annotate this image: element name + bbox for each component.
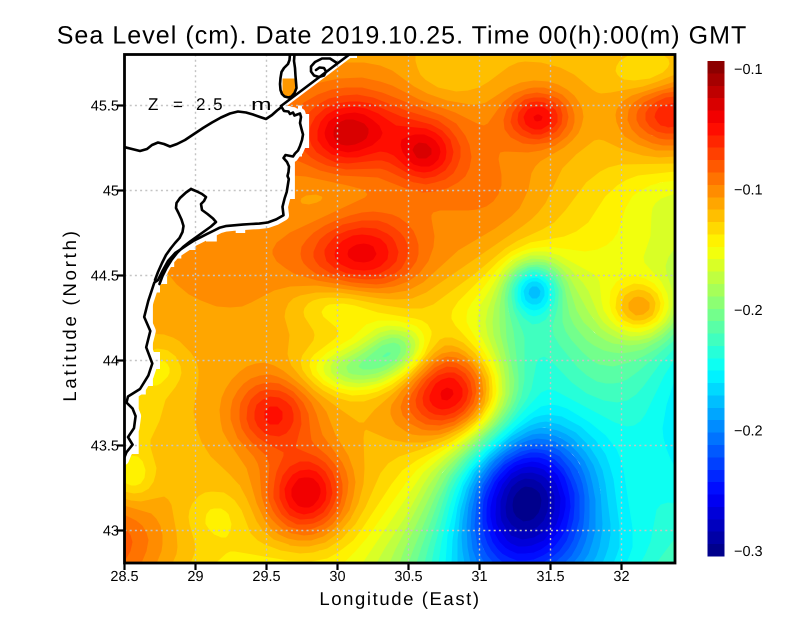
svg-text:−0.2: −0.2 xyxy=(734,303,763,319)
svg-text:2.5: 2.5 xyxy=(196,95,224,114)
svg-text:44: 44 xyxy=(103,354,119,370)
svg-text:Longitude (East): Longitude (East) xyxy=(319,588,480,609)
svg-text:−0.1: −0.1 xyxy=(734,62,763,78)
svg-text:45: 45 xyxy=(103,184,119,200)
svg-text:31: 31 xyxy=(471,569,487,585)
svg-text:43.5: 43.5 xyxy=(91,439,119,455)
svg-text:30.5: 30.5 xyxy=(394,569,422,585)
svg-text:28.5: 28.5 xyxy=(110,569,138,585)
svg-text:30: 30 xyxy=(329,569,345,585)
svg-text:−0.3: −0.3 xyxy=(734,544,763,560)
svg-text:29.5: 29.5 xyxy=(252,569,280,585)
svg-text:=: = xyxy=(173,95,183,114)
svg-text:29: 29 xyxy=(187,569,203,585)
svg-text:31.5: 31.5 xyxy=(536,569,564,585)
svg-text:45.5: 45.5 xyxy=(91,99,119,115)
svg-text:32: 32 xyxy=(613,569,629,585)
svg-text:Z: Z xyxy=(148,95,158,114)
svg-text:−0.2: −0.2 xyxy=(734,424,763,440)
svg-text:44.5: 44.5 xyxy=(91,269,119,285)
svg-text:−0.1: −0.1 xyxy=(734,183,763,199)
svg-text:Sea Level (cm). Date 2019.10.2: Sea Level (cm). Date 2019.10.25. Time 00… xyxy=(57,22,748,50)
svg-text:43: 43 xyxy=(103,524,119,540)
svg-text:m: m xyxy=(251,95,272,114)
svg-text:Latitude (North): Latitude (North) xyxy=(59,228,80,401)
